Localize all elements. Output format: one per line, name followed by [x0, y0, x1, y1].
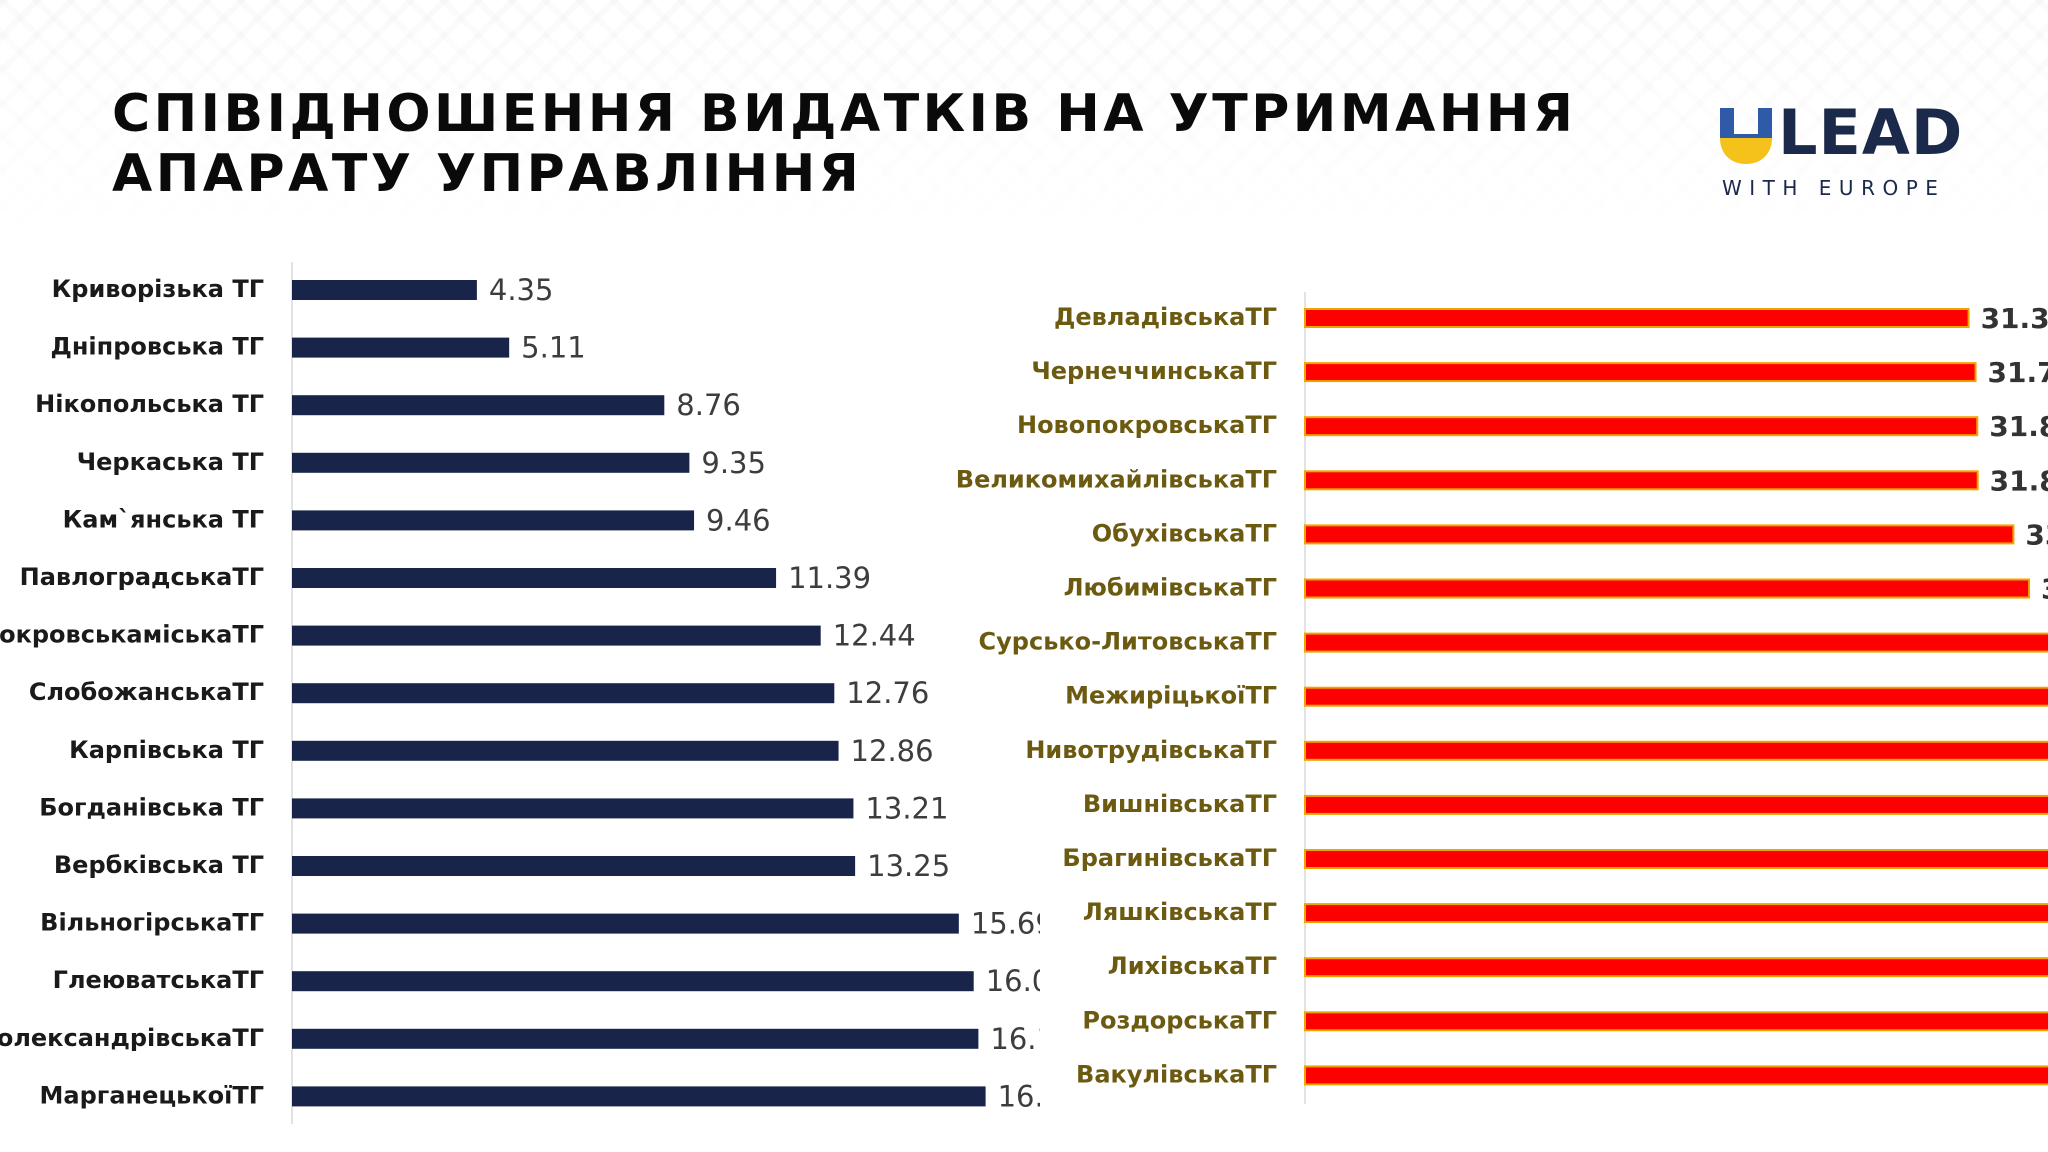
chart-0-category-label: Черкаська ТГ [77, 448, 264, 476]
chart-0-category-label: ВільногірськаТГ [40, 909, 264, 937]
chart-1-category-label: ЧернеччинськаТГ [1031, 357, 1277, 385]
title-line-1: СПІВІДНОШЕННЯ ВИДАТКІВ НА УТРИМАННЯ [112, 84, 1577, 144]
chart-0-category-label: ПавлоградськаТГ [20, 563, 264, 591]
chart-0-category-label: СлобожанськаТГ [29, 678, 264, 706]
chart-0-category-label: Дніпровська ТГ [50, 333, 264, 361]
chart-0-category-label: НовоолександрівськаТГ [0, 1024, 264, 1052]
chart-0-bar [292, 683, 835, 704]
chart-1-value-label: 31.82 [1990, 464, 2048, 497]
chart-1-category-label: БрагинівськаТГ [1062, 844, 1277, 872]
chart-1-category-label: РоздорськаТГ [1082, 1006, 1277, 1034]
chart-0-bar [292, 740, 839, 761]
ulead-logo: LEAD WITH EUROPE [1720, 98, 1982, 204]
ulead-u-shield-icon [1720, 108, 1772, 164]
chart-1-bar [1304, 903, 2048, 924]
chart-0-value-label: 9.35 [701, 446, 766, 480]
chart-1-category-label: ВеликомихайлівськаТГ [956, 465, 1277, 493]
chart-1-bar [1304, 308, 1970, 328]
chart-1-category-label: МежиріцькоїТГ [1065, 682, 1277, 710]
chart-1-bar [1304, 524, 2015, 545]
chart-0-category-label: Кам`янська ТГ [63, 505, 264, 533]
chart-1-category-label: Сурсько-ЛитовськаТГ [979, 628, 1277, 656]
chart-left: Криворізька ТГ 4.35 Дніпровська ТГ 5.11 Ніко… [0, 262, 1040, 1124]
chart-0-bar [292, 798, 854, 819]
chart-0-category-label: Богданівська ТГ [39, 793, 264, 821]
chart-1-value-label: 31.39 [1981, 302, 2048, 335]
chart-1-bar [1304, 578, 2031, 599]
logo-subtitle: WITH EUROPE [1722, 176, 1946, 200]
chart-0-value-label: 12.86 [851, 734, 934, 768]
chart-0-value-label: 11.39 [788, 561, 871, 595]
chart-1-bar [1304, 362, 1977, 383]
chart-0-value-label: 4.35 [489, 273, 554, 307]
chart-1-value-label: 31.80 [1989, 410, 2048, 443]
chart-1-category-label: ЛихівськаТГ [1108, 952, 1277, 980]
title-line-2: АПАРАТУ УПРАВЛІННЯ [112, 144, 863, 204]
chart-0-value-label: 16.32 [998, 1079, 1040, 1113]
chart-1-bar [1304, 1065, 2048, 1086]
chart-0-value-label: 16.04 [986, 964, 1040, 998]
chart-0-value-label: 15.69 [971, 907, 1040, 941]
chart-1-bar [1304, 957, 2048, 978]
chart-1-category-label: ВишнівськаТГ [1083, 790, 1277, 818]
chart-1-bar [1304, 686, 2048, 707]
chart-0-bar [292, 1028, 979, 1049]
chart-0-value-label: 13.21 [865, 791, 948, 825]
chart-0-category-label: Вербківська ТГ [54, 851, 264, 879]
chart-0-value-label: 9.46 [706, 503, 771, 537]
chart-0-category-label: Нікопольська ТГ [35, 390, 264, 418]
chart-1-bar [1304, 740, 2048, 761]
chart-0-value-label: 5.11 [521, 331, 586, 365]
chart-0-value-label: 12.44 [833, 619, 916, 653]
chart-1-value-label: 34.25 [2041, 573, 2048, 606]
chart-0-category-label: Карпівська ТГ [69, 736, 264, 764]
chart-1-category-label: ЛяшківськаТГ [1083, 898, 1277, 926]
chart-0-bar [292, 395, 665, 416]
chart-0-bar [292, 337, 510, 358]
logo-lead-text: LEAD [1778, 96, 1964, 169]
chart-1-bar [1304, 794, 2048, 815]
chart-0-bar [292, 1086, 986, 1107]
chart-0-bar [292, 452, 690, 473]
chart-1-category-label: НивотрудівськаТГ [1025, 736, 1277, 764]
chart-1-bar [1304, 632, 2048, 653]
page-title: СПІВІДНОШЕННЯ ВИДАТКІВ НА УТРИМАННЯ АПАР… [112, 84, 1612, 204]
chart-0-bar [292, 625, 821, 646]
chart-1-value-label: 31.72 [1988, 356, 2048, 389]
chart-1-category-label: ОбухівськаТГ [1092, 519, 1277, 547]
chart-0-bar [292, 280, 477, 300]
chart-1-value-label: 33.51 [2025, 518, 2048, 551]
chart-0-category-label: ГлеюватськаТГ [53, 966, 264, 994]
chart-1-category-label: ВакулівськаТГ [1076, 1060, 1277, 1088]
chart-0-bar [292, 510, 695, 531]
chart-1-category-label: ДевладівськаТГ [1054, 303, 1277, 331]
chart-0-category-label: Криворізька ТГ [52, 275, 264, 303]
chart-0-value-label: 12.76 [846, 676, 929, 710]
chart-1-category-label: НовопокровськаТГ [1017, 411, 1277, 439]
chart-1-bar [1304, 416, 1979, 437]
chart-1-bar [1304, 1011, 2048, 1032]
chart-1-category-label: ЛюбимівськаТГ [1064, 574, 1277, 602]
chart-0-bar [292, 913, 959, 934]
chart-0-value-label: 13.25 [867, 849, 950, 883]
chart-0-value-label: 8.76 [676, 388, 741, 422]
chart-0-category-label: МарганецькоїТГ [40, 1081, 264, 1109]
chart-1-bar [1304, 470, 1979, 491]
chart-1-bar [1304, 849, 2048, 869]
chart-0-value-label: 16.15 [990, 1022, 1040, 1056]
header-background-pattern [0, 0, 2048, 240]
chart-0-bar [292, 971, 974, 992]
chart-0-bar [292, 568, 777, 588]
chart-0-category-label: ПокровськаміськаТГ [0, 621, 264, 649]
chart-0-bar [292, 856, 856, 876]
